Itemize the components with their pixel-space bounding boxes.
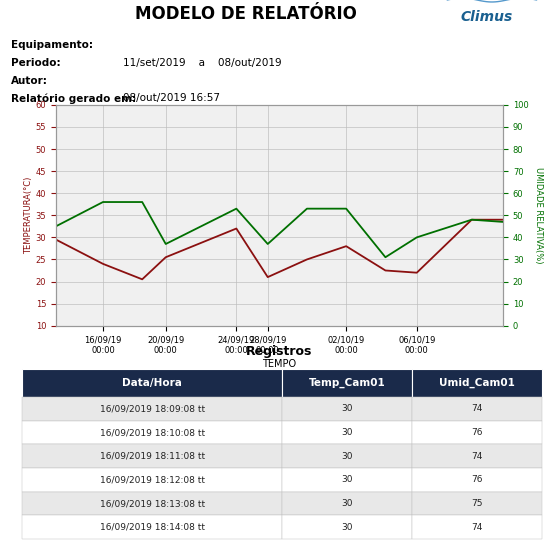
Text: 30: 30 [342, 499, 353, 508]
Text: 76: 76 [471, 475, 483, 485]
Bar [22, 444, 282, 468]
Bar [22, 492, 282, 516]
Text: 30: 30 [342, 404, 353, 413]
Bar [413, 492, 542, 516]
Bar [282, 492, 413, 516]
Text: 16/09/2019 18:11:08 tt: 16/09/2019 18:11:08 tt [100, 452, 205, 461]
Y-axis label: UMIDADE RELATIVA(%): UMIDADE RELATIVA(%) [534, 167, 543, 263]
Text: 75: 75 [471, 499, 483, 508]
Bar [22, 468, 282, 492]
Bar [413, 516, 542, 539]
Text: 74: 74 [472, 452, 483, 461]
Text: Equipamento:: Equipamento: [11, 40, 93, 50]
Bar [413, 369, 542, 397]
Bar [282, 397, 413, 421]
Text: Registros: Registros [247, 346, 312, 358]
Text: 74: 74 [472, 404, 483, 413]
Text: 30: 30 [342, 475, 353, 485]
Text: Data/Hora: Data/Hora [122, 378, 182, 388]
Text: 30: 30 [342, 452, 353, 461]
Text: 30: 30 [342, 523, 353, 532]
Text: Temp_Cam01: Temp_Cam01 [309, 378, 386, 388]
Bar [22, 397, 282, 421]
Bar [413, 421, 542, 444]
Text: Umid_Cam01: Umid_Cam01 [439, 378, 515, 388]
Bar [282, 516, 413, 539]
Text: Relatório gerado em:: Relatório gerado em: [11, 93, 136, 104]
Y-axis label: TEMPERATURA(°C): TEMPERATURA(°C) [24, 177, 33, 254]
Bar [22, 516, 282, 539]
Bar [413, 444, 542, 468]
Text: 16/09/2019 18:10:08 tt: 16/09/2019 18:10:08 tt [100, 428, 205, 437]
Bar [413, 468, 542, 492]
Text: MODELO DE RELATÓRIO: MODELO DE RELATÓRIO [135, 5, 357, 23]
Text: 11/set/2019    a    08/out/2019: 11/set/2019 a 08/out/2019 [123, 57, 282, 68]
X-axis label: TEMPO: TEMPO [262, 359, 297, 369]
Text: 76: 76 [471, 428, 483, 437]
Bar [282, 421, 413, 444]
Bar [22, 421, 282, 444]
Bar [413, 397, 542, 421]
Bar [282, 444, 413, 468]
Text: Climus: Climus [460, 10, 513, 24]
Text: Autor:: Autor: [11, 76, 48, 86]
Text: 30: 30 [342, 428, 353, 437]
Text: 16/09/2019 18:13:08 tt: 16/09/2019 18:13:08 tt [100, 499, 205, 508]
Text: 74: 74 [472, 523, 483, 532]
Bar [282, 369, 413, 397]
Text: Periodo:: Periodo: [11, 57, 61, 68]
Text: 16/09/2019 18:14:08 tt: 16/09/2019 18:14:08 tt [100, 523, 205, 532]
Text: 16/09/2019 18:12:08 tt: 16/09/2019 18:12:08 tt [100, 475, 205, 485]
Bar [22, 369, 282, 397]
Bar [282, 468, 413, 492]
Text: 16/09/2019 18:09:08 tt: 16/09/2019 18:09:08 tt [100, 404, 205, 413]
Text: 08/out/2019 16:57: 08/out/2019 16:57 [123, 93, 220, 103]
